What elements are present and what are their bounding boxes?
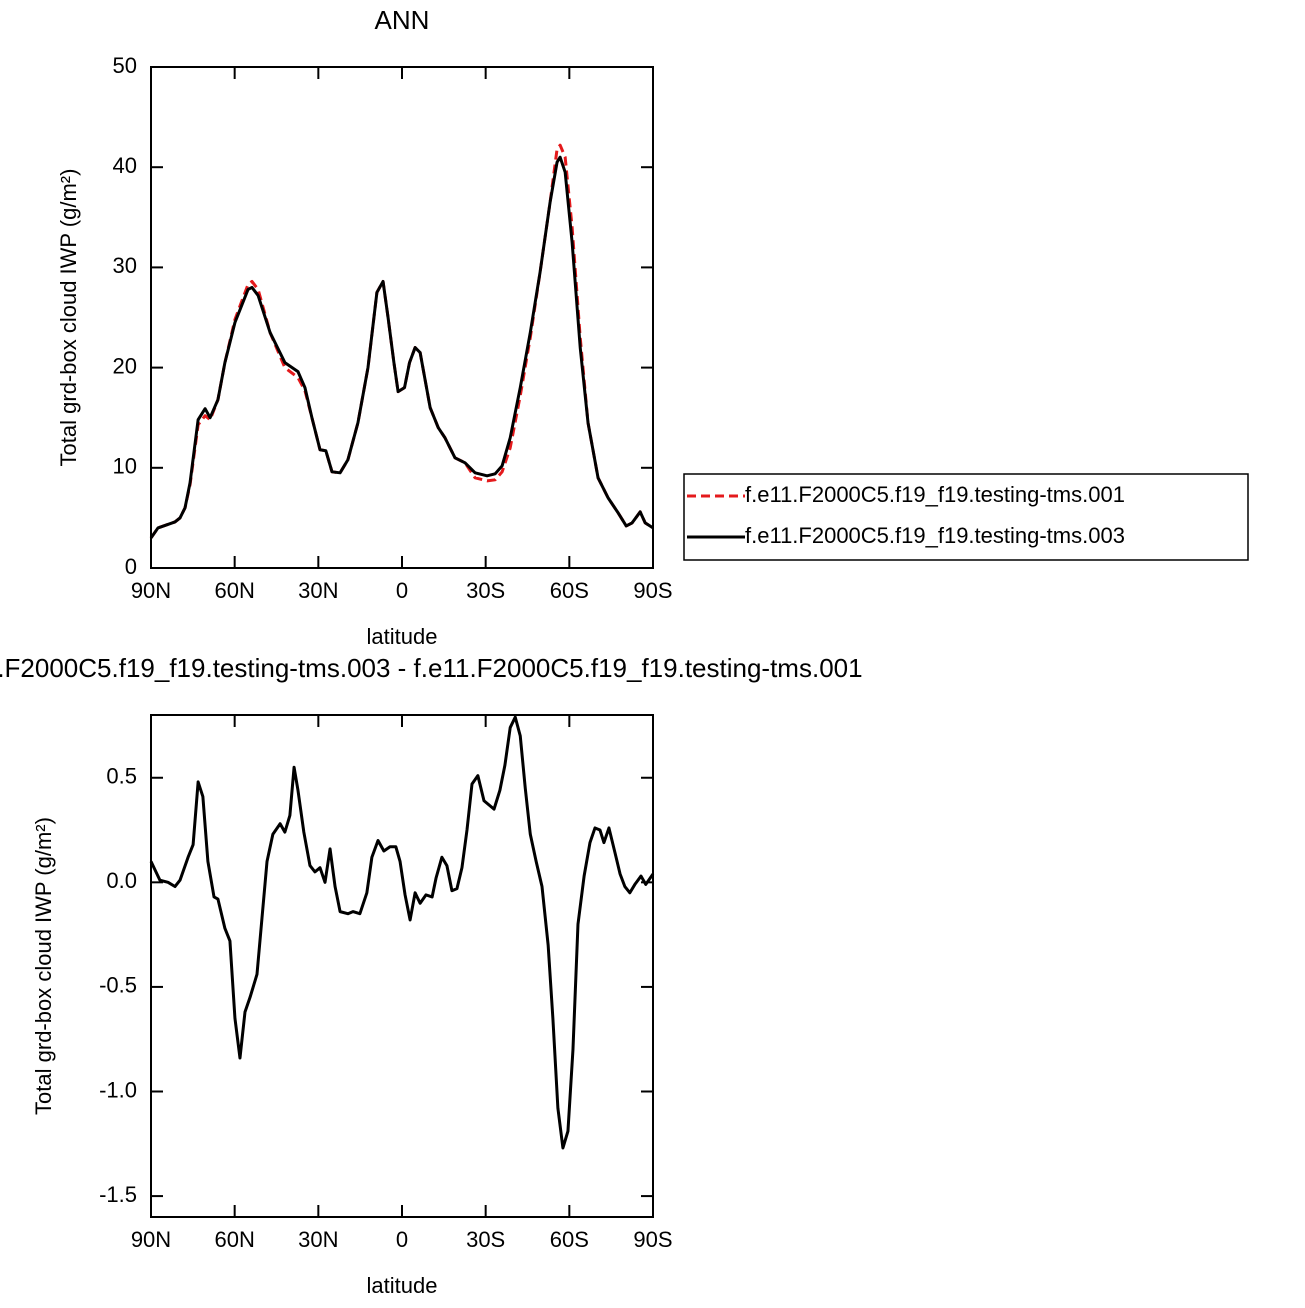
x-tick-label: 60S <box>550 578 589 603</box>
x-axis-label: latitude <box>367 1273 438 1298</box>
chart-title: f.e11.F2000C5.f19_f19.testing-tms.003 - … <box>0 653 863 683</box>
y-tick-label: 0.5 <box>106 764 137 789</box>
x-tick-label: 0 <box>396 578 408 603</box>
x-tick-label: 30N <box>298 578 338 603</box>
x-tick-label: 60S <box>550 1227 589 1252</box>
x-tick-label: 90N <box>131 578 171 603</box>
y-axis-label: Total grd-box cloud IWP (g/m²) <box>31 817 56 1115</box>
y-tick-label: 20 <box>113 353 137 378</box>
chart-title: ANN <box>375 5 430 35</box>
y-tick-label: 50 <box>113 53 137 78</box>
data-line <box>149 155 654 539</box>
legend-label: f.e11.F2000C5.f19_f19.testing-tms.001 <box>745 482 1125 507</box>
legend <box>683 473 1249 561</box>
y-tick-label: -0.5 <box>99 973 137 998</box>
x-tick-label: 30S <box>466 578 505 603</box>
x-tick-label: 60N <box>214 1227 254 1252</box>
x-tick-label: 90S <box>633 578 672 603</box>
y-tick-label: 40 <box>113 153 137 178</box>
x-tick-label: 30N <box>298 1227 338 1252</box>
y-tick-label: 30 <box>113 253 137 278</box>
y-tick-label: -1.0 <box>99 1077 137 1102</box>
y-tick-label: 10 <box>113 454 137 479</box>
x-tick-label: 30S <box>466 1227 505 1252</box>
y-tick-label: 0 <box>125 554 137 579</box>
x-tick-label: 60N <box>214 578 254 603</box>
x-tick-label: 0 <box>396 1227 408 1252</box>
x-tick-label: 90N <box>131 1227 171 1252</box>
legend-label: f.e11.F2000C5.f19_f19.testing-tms.003 <box>745 523 1125 548</box>
x-tick-label: 90S <box>633 1227 672 1252</box>
data-line <box>149 143 654 539</box>
y-tick-label: -1.5 <box>99 1182 137 1207</box>
x-axis-label: latitude <box>367 624 438 649</box>
data-line <box>149 715 655 1150</box>
y-axis-label: Total grd-box cloud IWP (g/m²) <box>56 169 81 467</box>
y-tick-label: 0.0 <box>106 868 137 893</box>
